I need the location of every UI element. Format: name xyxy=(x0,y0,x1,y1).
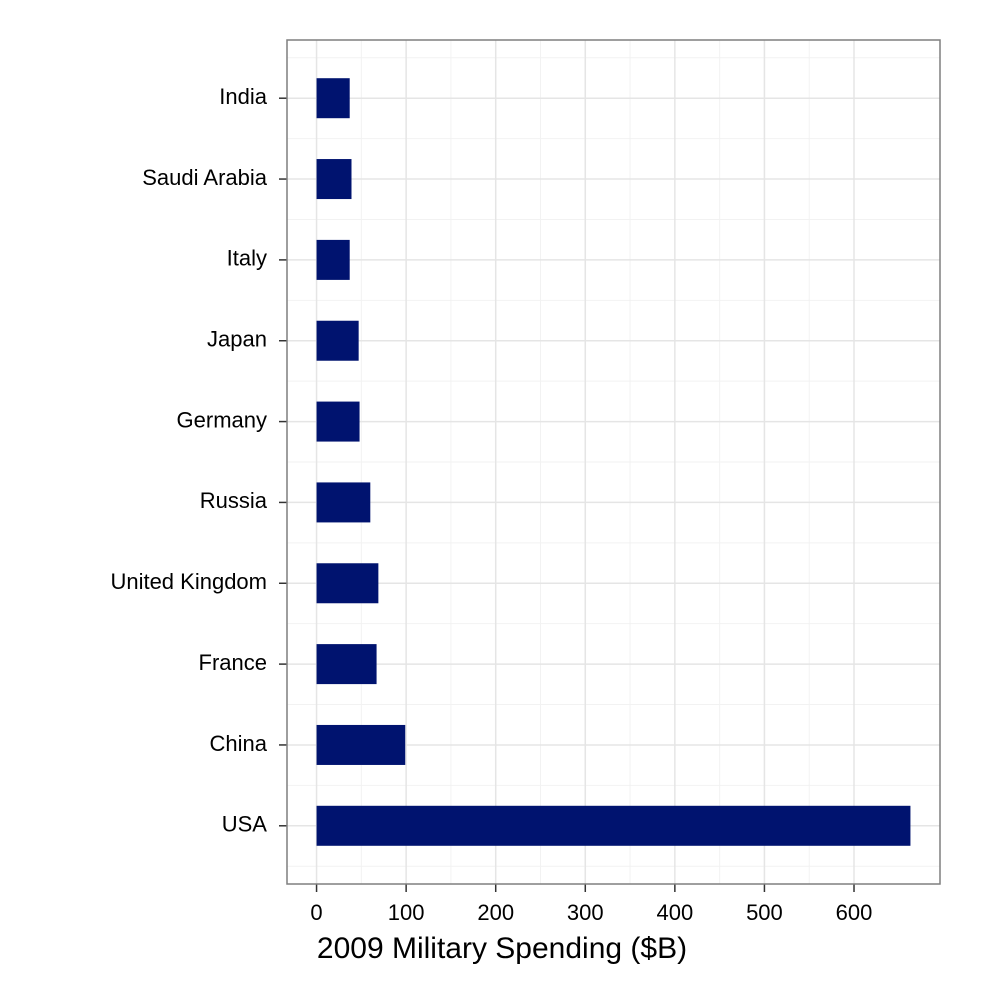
x-axis-title: 2009 Military Spending ($B) xyxy=(317,932,687,965)
bar xyxy=(316,563,379,604)
bar xyxy=(316,78,350,119)
bar xyxy=(316,482,371,523)
x-tick-label: 0 xyxy=(310,900,322,925)
x-tick-label: 300 xyxy=(567,900,604,925)
y-tick-label: Saudi Arabia xyxy=(142,165,268,190)
y-tick-label: Italy xyxy=(227,246,267,271)
y-tick-label: India xyxy=(219,84,267,109)
x-tick-label: 600 xyxy=(836,900,873,925)
bar xyxy=(316,401,360,442)
y-tick-label: China xyxy=(210,731,268,756)
y-tick-label: USA xyxy=(222,812,268,837)
x-tick-label: 400 xyxy=(656,900,693,925)
plot-border xyxy=(286,39,941,885)
y-tick-label: France xyxy=(199,650,267,675)
y-tick-label: Russia xyxy=(200,488,268,513)
x-tick-label: 500 xyxy=(746,900,783,925)
bar xyxy=(316,805,911,846)
bar xyxy=(316,159,352,200)
bar xyxy=(316,320,359,361)
y-tick-label: United Kingdom xyxy=(110,569,267,594)
bar xyxy=(316,724,406,765)
y-tick-label: Japan xyxy=(207,327,267,352)
bar xyxy=(316,239,350,280)
x-tick-label: 100 xyxy=(388,900,425,925)
bar xyxy=(316,644,377,685)
y-tick-label: Germany xyxy=(177,407,267,432)
x-tick-label: 200 xyxy=(477,900,514,925)
